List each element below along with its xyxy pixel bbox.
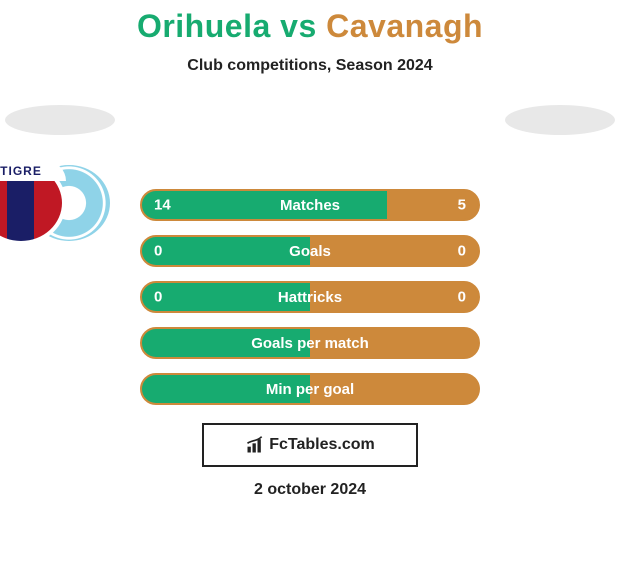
stat-bar: Hattricks 0 0 (140, 281, 480, 313)
stat-bar: Matches 14 5 (140, 189, 480, 221)
bar-chart-icon (245, 435, 265, 455)
stat-value-right: 0 (458, 289, 466, 306)
stat-label: Min per goal (266, 381, 354, 398)
stat-value-right: 5 (458, 197, 466, 214)
page-title: Orihuela vs Cavanagh (0, 0, 620, 45)
stat-bar: Min per goal (140, 373, 480, 405)
stat-fill (142, 237, 310, 265)
title-vs: vs (271, 8, 326, 44)
stat-bar: Goals per match (140, 327, 480, 359)
stat-label: Hattricks (278, 289, 342, 306)
subtitle: Club competitions, Season 2024 (0, 57, 620, 75)
player-photo-left-placeholder (5, 105, 115, 135)
player-photo-right-placeholder (505, 105, 615, 135)
stat-value-left: 14 (154, 197, 171, 214)
stat-label: Goals per match (251, 335, 369, 352)
stat-label: Matches (280, 197, 340, 214)
title-right-player: Cavanagh (326, 8, 483, 44)
stat-bar: Goals 0 0 (140, 235, 480, 267)
stat-label: Goals (289, 243, 331, 260)
stat-value-left: 0 (154, 243, 162, 260)
footer-date: 2 october 2024 (0, 481, 620, 499)
title-left-player: Orihuela (137, 8, 271, 44)
stat-value-right: 0 (458, 243, 466, 260)
stat-fill (142, 191, 387, 219)
stat-value-left: 0 (154, 289, 162, 306)
brand-text: FcTables.com (269, 436, 375, 454)
brand-box: FcTables.com (202, 423, 418, 467)
stat-bars: Matches 14 5 Goals 0 0 Hattricks 0 0 Goals per ma… (140, 189, 480, 405)
comparison-group: Matches 14 5 Goals 0 0 Hattricks 0 0 Goals per ma… (0, 105, 620, 499)
